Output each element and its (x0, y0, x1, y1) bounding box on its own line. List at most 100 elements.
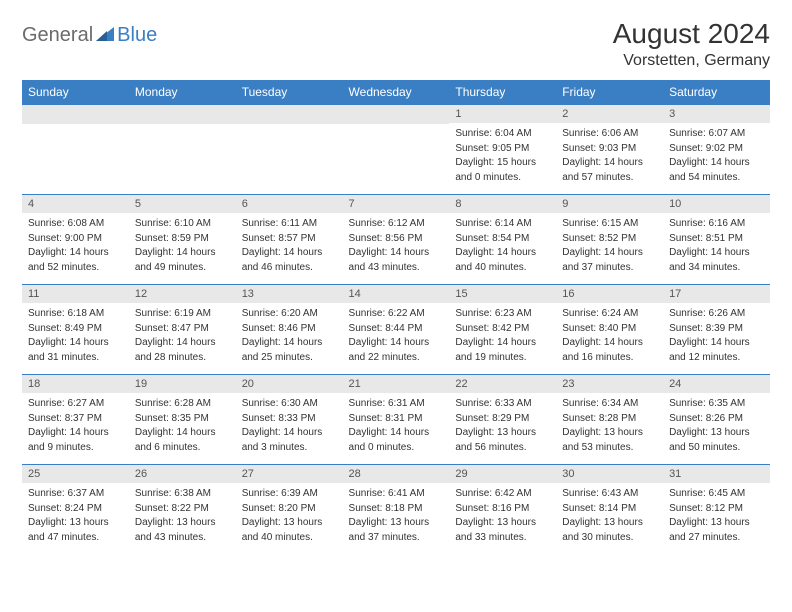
calendar-day-cell: 8Sunrise: 6:14 AMSunset: 8:54 PMDaylight… (449, 195, 556, 285)
sunset-text: Sunset: 8:22 PM (135, 502, 230, 517)
calendar-day-cell: 5Sunrise: 6:10 AMSunset: 8:59 PMDaylight… (129, 195, 236, 285)
day-header: Monday (129, 80, 236, 105)
day-number: 23 (556, 375, 663, 393)
day-number: 13 (236, 285, 343, 303)
sunrise-text: Sunrise: 6:16 AM (669, 217, 764, 232)
calendar-week-row: 18Sunrise: 6:27 AMSunset: 8:37 PMDayligh… (22, 375, 770, 465)
day-details: Sunrise: 6:30 AMSunset: 8:33 PMDaylight:… (236, 393, 343, 459)
sunset-text: Sunset: 8:46 PM (242, 322, 337, 337)
calendar-day-cell: 9Sunrise: 6:15 AMSunset: 8:52 PMDaylight… (556, 195, 663, 285)
day-details: Sunrise: 6:22 AMSunset: 8:44 PMDaylight:… (343, 303, 450, 369)
daylight-text: Daylight: 14 hours and 43 minutes. (349, 246, 444, 275)
day-header: Sunday (22, 80, 129, 105)
logo: General Blue (22, 24, 157, 47)
day-number: 25 (22, 465, 129, 483)
day-details: Sunrise: 6:35 AMSunset: 8:26 PMDaylight:… (663, 393, 770, 459)
day-details: Sunrise: 6:16 AMSunset: 8:51 PMDaylight:… (663, 213, 770, 279)
sunset-text: Sunset: 9:00 PM (28, 232, 123, 247)
day-number: 6 (236, 195, 343, 213)
daylight-text: Daylight: 14 hours and 9 minutes. (28, 426, 123, 455)
location: Vorstetten, Germany (613, 52, 770, 70)
day-details: Sunrise: 6:18 AMSunset: 8:49 PMDaylight:… (22, 303, 129, 369)
day-details: Sunrise: 6:27 AMSunset: 8:37 PMDaylight:… (22, 393, 129, 459)
daylight-text: Daylight: 14 hours and 31 minutes. (28, 336, 123, 365)
day-details: Sunrise: 6:43 AMSunset: 8:14 PMDaylight:… (556, 483, 663, 549)
day-number: 8 (449, 195, 556, 213)
sunset-text: Sunset: 9:03 PM (562, 142, 657, 157)
empty-day-band (343, 105, 450, 124)
calendar-day-cell: 4Sunrise: 6:08 AMSunset: 9:00 PMDaylight… (22, 195, 129, 285)
sunset-text: Sunset: 8:52 PM (562, 232, 657, 247)
day-header: Thursday (449, 80, 556, 105)
sunset-text: Sunset: 8:35 PM (135, 412, 230, 427)
day-number: 14 (343, 285, 450, 303)
day-details: Sunrise: 6:37 AMSunset: 8:24 PMDaylight:… (22, 483, 129, 549)
sunrise-text: Sunrise: 6:38 AM (135, 487, 230, 502)
page-header: General Blue August 2024 Vorstetten, Ger… (22, 18, 770, 70)
day-details: Sunrise: 6:39 AMSunset: 8:20 PMDaylight:… (236, 483, 343, 549)
logo-text-general: General (22, 24, 93, 47)
day-number: 5 (129, 195, 236, 213)
day-number: 30 (556, 465, 663, 483)
sunrise-text: Sunrise: 6:34 AM (562, 397, 657, 412)
daylight-text: Daylight: 14 hours and 12 minutes. (669, 336, 764, 365)
sunset-text: Sunset: 8:59 PM (135, 232, 230, 247)
sunrise-text: Sunrise: 6:22 AM (349, 307, 444, 322)
calendar-day-cell: 12Sunrise: 6:19 AMSunset: 8:47 PMDayligh… (129, 285, 236, 375)
calendar-day-cell: 11Sunrise: 6:18 AMSunset: 8:49 PMDayligh… (22, 285, 129, 375)
sunset-text: Sunset: 9:05 PM (455, 142, 550, 157)
sunset-text: Sunset: 8:40 PM (562, 322, 657, 337)
empty-day-band (129, 105, 236, 124)
calendar-day-cell: 22Sunrise: 6:33 AMSunset: 8:29 PMDayligh… (449, 375, 556, 465)
calendar-day-cell: 15Sunrise: 6:23 AMSunset: 8:42 PMDayligh… (449, 285, 556, 375)
sunrise-text: Sunrise: 6:27 AM (28, 397, 123, 412)
calendar-day-cell: 27Sunrise: 6:39 AMSunset: 8:20 PMDayligh… (236, 465, 343, 555)
daylight-text: Daylight: 13 hours and 53 minutes. (562, 426, 657, 455)
day-number: 15 (449, 285, 556, 303)
calendar-week-row: 11Sunrise: 6:18 AMSunset: 8:49 PMDayligh… (22, 285, 770, 375)
day-number: 10 (663, 195, 770, 213)
day-details: Sunrise: 6:04 AMSunset: 9:05 PMDaylight:… (449, 123, 556, 189)
calendar-day-cell: 24Sunrise: 6:35 AMSunset: 8:26 PMDayligh… (663, 375, 770, 465)
day-details: Sunrise: 6:11 AMSunset: 8:57 PMDaylight:… (236, 213, 343, 279)
sunrise-text: Sunrise: 6:23 AM (455, 307, 550, 322)
calendar-day-cell: 30Sunrise: 6:43 AMSunset: 8:14 PMDayligh… (556, 465, 663, 555)
day-number: 18 (22, 375, 129, 393)
logo-text-blue: Blue (117, 24, 157, 47)
day-details: Sunrise: 6:10 AMSunset: 8:59 PMDaylight:… (129, 213, 236, 279)
daylight-text: Daylight: 13 hours and 43 minutes. (135, 516, 230, 545)
day-number: 29 (449, 465, 556, 483)
sunset-text: Sunset: 8:54 PM (455, 232, 550, 247)
day-header: Saturday (663, 80, 770, 105)
day-details: Sunrise: 6:33 AMSunset: 8:29 PMDaylight:… (449, 393, 556, 459)
sunrise-text: Sunrise: 6:31 AM (349, 397, 444, 412)
day-details: Sunrise: 6:12 AMSunset: 8:56 PMDaylight:… (343, 213, 450, 279)
day-number: 20 (236, 375, 343, 393)
sunrise-text: Sunrise: 6:07 AM (669, 127, 764, 142)
day-number: 22 (449, 375, 556, 393)
sunrise-text: Sunrise: 6:35 AM (669, 397, 764, 412)
day-number: 11 (22, 285, 129, 303)
daylight-text: Daylight: 13 hours and 47 minutes. (28, 516, 123, 545)
sunset-text: Sunset: 8:29 PM (455, 412, 550, 427)
day-details: Sunrise: 6:14 AMSunset: 8:54 PMDaylight:… (449, 213, 556, 279)
calendar-week-row: 1Sunrise: 6:04 AMSunset: 9:05 PMDaylight… (22, 105, 770, 195)
sunrise-text: Sunrise: 6:18 AM (28, 307, 123, 322)
daylight-text: Daylight: 13 hours and 56 minutes. (455, 426, 550, 455)
day-number: 4 (22, 195, 129, 213)
day-details: Sunrise: 6:26 AMSunset: 8:39 PMDaylight:… (663, 303, 770, 369)
month-title: August 2024 (613, 18, 770, 50)
daylight-text: Daylight: 14 hours and 22 minutes. (349, 336, 444, 365)
title-block: August 2024 Vorstetten, Germany (613, 18, 770, 70)
sunset-text: Sunset: 8:51 PM (669, 232, 764, 247)
calendar-day-cell: 2Sunrise: 6:06 AMSunset: 9:03 PMDaylight… (556, 105, 663, 195)
calendar-day-cell: 23Sunrise: 6:34 AMSunset: 8:28 PMDayligh… (556, 375, 663, 465)
day-details: Sunrise: 6:24 AMSunset: 8:40 PMDaylight:… (556, 303, 663, 369)
day-number: 24 (663, 375, 770, 393)
calendar-day-cell: 10Sunrise: 6:16 AMSunset: 8:51 PMDayligh… (663, 195, 770, 285)
calendar-day-cell: 7Sunrise: 6:12 AMSunset: 8:56 PMDaylight… (343, 195, 450, 285)
sunset-text: Sunset: 8:44 PM (349, 322, 444, 337)
daylight-text: Daylight: 14 hours and 40 minutes. (455, 246, 550, 275)
calendar-empty-cell (343, 105, 450, 195)
day-number: 21 (343, 375, 450, 393)
